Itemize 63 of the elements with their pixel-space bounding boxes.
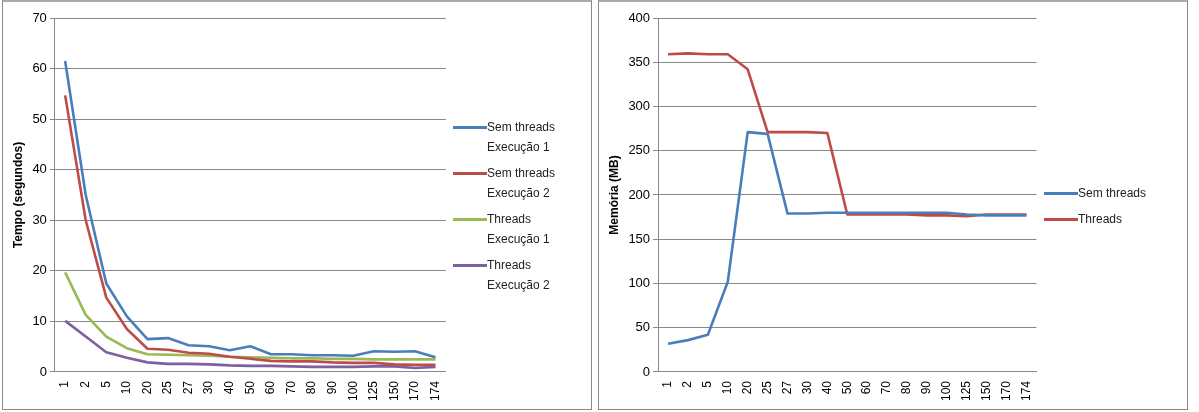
x-tick-label: 90 <box>324 380 339 394</box>
y-tick-label: 300 <box>628 97 651 113</box>
x-tick-label: 70 <box>283 380 298 394</box>
legend-label: Threads Execução 1 <box>487 210 551 248</box>
y-tick-label: 0 <box>39 363 47 379</box>
x-tick-label: 25 <box>160 380 175 394</box>
legend-label: Threads <box>1078 210 1123 228</box>
x-tick-label: 60 <box>263 380 278 394</box>
x-tick-label: 1 <box>660 380 675 388</box>
x-tick-label: 10 <box>720 380 735 394</box>
x-tick-label: 27 <box>779 380 794 394</box>
x-tick-label: 20 <box>139 380 154 394</box>
legend-label: Threads Execução 2 <box>487 256 551 294</box>
y-tick-label: 70 <box>32 9 47 25</box>
x-tick-label: 100 <box>345 380 360 401</box>
x-tick-label: 174 <box>1018 380 1033 401</box>
x-tick-label: 70 <box>879 380 894 394</box>
x-tick-label: 90 <box>919 380 934 394</box>
x-tick-label: 40 <box>819 380 834 394</box>
y-tick-label: 100 <box>628 274 651 290</box>
x-tick-label: 50 <box>242 380 257 394</box>
x-tick-label: 100 <box>939 380 954 401</box>
x-tick-label: 50 <box>839 380 854 394</box>
x-tick-label: 174 <box>427 380 442 401</box>
x-tick-label: 80 <box>304 380 319 394</box>
x-tick-label: 125 <box>366 380 381 401</box>
x-tick-label: 60 <box>859 380 874 394</box>
x-tick-label: 20 <box>740 380 755 394</box>
x-tick-label: 2 <box>78 380 93 388</box>
y-tick-label: 10 <box>32 312 47 328</box>
x-tick-label: 10 <box>119 380 134 394</box>
y-tick-label: 400 <box>628 9 651 25</box>
legend-label: Sem threads <box>1078 184 1147 202</box>
x-tick-label: 40 <box>222 380 237 394</box>
y-tick-label: 350 <box>628 53 651 69</box>
x-tick-label: 125 <box>959 380 974 401</box>
legend-label: Sem threads Execução 1 <box>487 118 557 156</box>
x-tick-label: 30 <box>799 380 814 394</box>
x-tick-label: 170 <box>407 380 422 401</box>
y-tick-label: 40 <box>32 160 47 176</box>
y-tick-label: 50 <box>635 318 651 334</box>
y-axis-title: Memória (MB) <box>606 154 621 235</box>
x-tick-label: 30 <box>201 380 216 394</box>
y-tick-label: 60 <box>32 59 47 75</box>
x-tick-label: 27 <box>180 380 195 394</box>
x-tick-label: 150 <box>386 380 401 401</box>
x-tick-label: 1 <box>57 380 72 388</box>
y-tick-label: 200 <box>628 186 651 202</box>
y-tick-label: 150 <box>628 230 651 246</box>
y-tick-label: 20 <box>32 261 47 277</box>
x-tick-label: 5 <box>700 380 715 388</box>
x-tick-label: 25 <box>759 380 774 394</box>
x-tick-label: 2 <box>680 380 695 388</box>
x-tick-label: 5 <box>98 380 113 388</box>
x-tick-label: 80 <box>899 380 914 394</box>
x-tick-label: 150 <box>978 380 993 401</box>
y-tick-label: 30 <box>32 211 47 227</box>
y-tick-label: 0 <box>642 363 651 379</box>
x-tick-label: 170 <box>998 380 1013 401</box>
y-tick-label: 250 <box>628 141 651 157</box>
y-tick-label: 50 <box>32 110 47 126</box>
legend-label: Sem threads Execução 2 <box>487 164 557 202</box>
y-axis-title: Tempo (segundos) <box>10 141 25 248</box>
